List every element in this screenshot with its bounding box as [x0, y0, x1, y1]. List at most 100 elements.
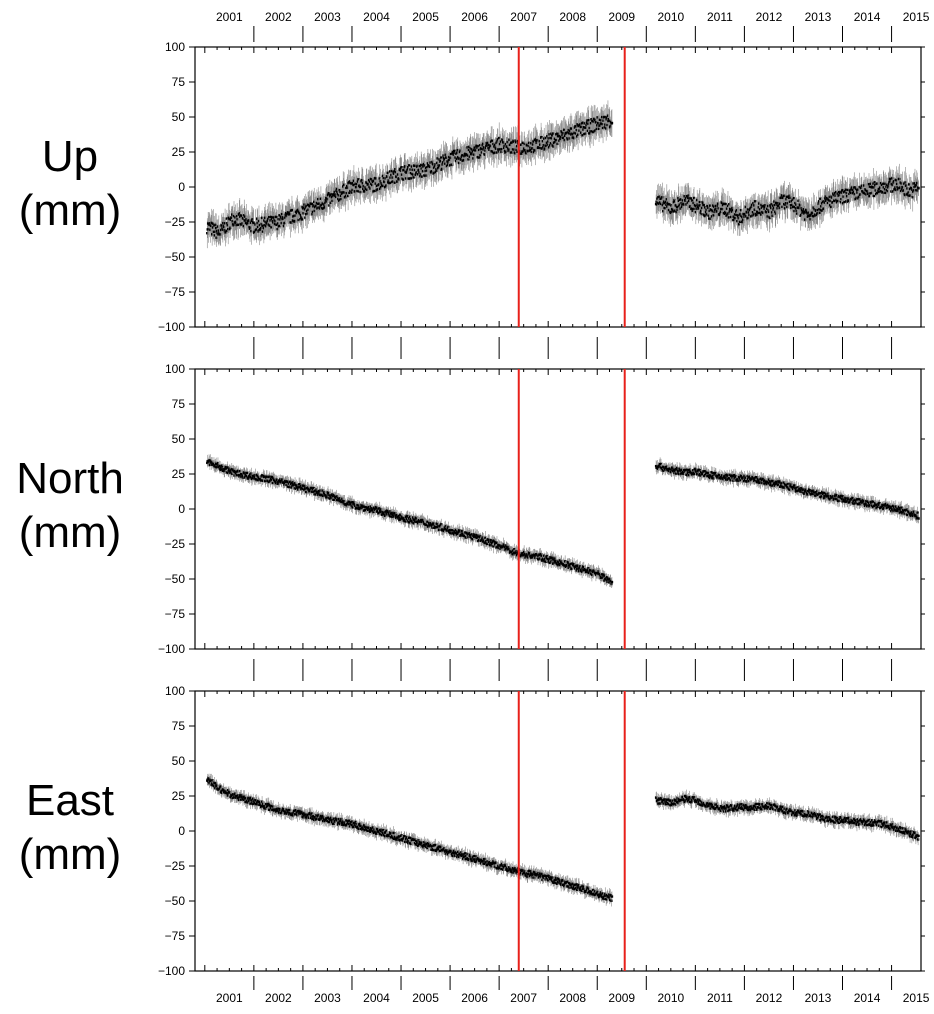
data-point	[415, 171, 418, 174]
data-point	[537, 555, 540, 558]
data-point	[916, 181, 919, 185]
top-year-label-2011: 2011	[707, 10, 733, 24]
data-point	[385, 511, 388, 514]
data-point	[286, 485, 290, 488]
data-point	[435, 169, 438, 172]
data-point	[883, 191, 886, 195]
data-point	[359, 506, 363, 509]
data-point	[427, 524, 430, 527]
data-point	[491, 540, 495, 544]
data-point	[352, 503, 355, 506]
data-point	[583, 132, 586, 136]
data-point	[739, 212, 742, 216]
data-point	[334, 193, 337, 196]
data-point	[384, 177, 387, 180]
data-point	[438, 164, 442, 167]
data-point	[257, 230, 260, 233]
data-point	[770, 211, 774, 214]
data-point	[597, 122, 600, 125]
data-point	[349, 189, 352, 193]
data-point	[601, 122, 604, 126]
data-point	[353, 183, 356, 187]
data-point	[507, 545, 510, 549]
data-point	[273, 222, 277, 226]
data-point	[574, 132, 578, 135]
data-point	[489, 543, 492, 546]
data-point	[850, 187, 853, 190]
data-point	[288, 485, 291, 488]
data-point	[520, 143, 523, 146]
data-point	[728, 203, 731, 206]
data-point	[243, 476, 247, 479]
data-point	[272, 221, 275, 224]
data-point	[394, 170, 397, 174]
top-year-label-2012: 2012	[756, 10, 783, 24]
data-point	[447, 529, 451, 532]
data-point	[273, 218, 276, 222]
data-point	[527, 141, 531, 145]
data-point	[231, 472, 234, 475]
data-point	[563, 134, 567, 138]
data-point	[774, 210, 777, 213]
data-point	[237, 223, 240, 226]
data-point	[910, 186, 914, 190]
data-point	[343, 500, 346, 503]
data-point	[603, 115, 606, 119]
data-point	[580, 125, 583, 129]
data-point	[368, 180, 372, 183]
data-point	[881, 190, 885, 194]
data-point	[683, 195, 686, 198]
data-point	[447, 525, 450, 529]
data-point	[426, 520, 429, 523]
data-point	[541, 139, 545, 143]
data-point	[428, 522, 431, 525]
data-point	[721, 207, 724, 211]
data-point	[570, 567, 574, 570]
y-tick-label: −50	[165, 250, 186, 264]
data-point	[736, 219, 739, 223]
data-point	[287, 482, 291, 485]
data-point	[821, 209, 824, 212]
data-point	[454, 528, 458, 532]
data-point	[468, 531, 471, 535]
data-point	[587, 122, 590, 125]
data-point	[215, 236, 218, 239]
data-point	[481, 144, 484, 147]
data-point	[349, 503, 352, 506]
data-point	[252, 474, 256, 477]
data-point	[472, 148, 475, 152]
data-point	[416, 522, 420, 525]
data-point	[207, 228, 210, 231]
data-point	[390, 515, 393, 518]
data-point	[310, 202, 314, 206]
data-point	[467, 148, 471, 152]
data-point	[904, 181, 907, 184]
data-point	[539, 553, 543, 556]
data-point	[441, 163, 444, 166]
data-point	[472, 157, 475, 160]
data-point	[808, 214, 812, 218]
data-point	[547, 137, 550, 140]
data-point	[296, 488, 300, 491]
data-point	[847, 199, 851, 202]
data-point	[372, 510, 375, 514]
data-point	[403, 168, 406, 172]
data-point	[700, 212, 703, 216]
data-point	[515, 148, 518, 152]
data-point	[460, 532, 463, 535]
data-point	[346, 194, 350, 198]
data-point	[557, 561, 561, 564]
data-point	[882, 182, 886, 185]
data-point	[764, 203, 767, 207]
data-point	[809, 218, 812, 221]
data-point	[770, 206, 773, 210]
data-point	[784, 203, 787, 207]
data-point	[655, 200, 658, 203]
data-point	[531, 556, 535, 559]
data-point	[497, 136, 501, 140]
data-point	[326, 193, 330, 197]
data-point	[482, 146, 486, 149]
top-year-label-2001: 2001	[216, 10, 243, 24]
data-point	[702, 213, 706, 216]
data-point	[289, 480, 292, 483]
